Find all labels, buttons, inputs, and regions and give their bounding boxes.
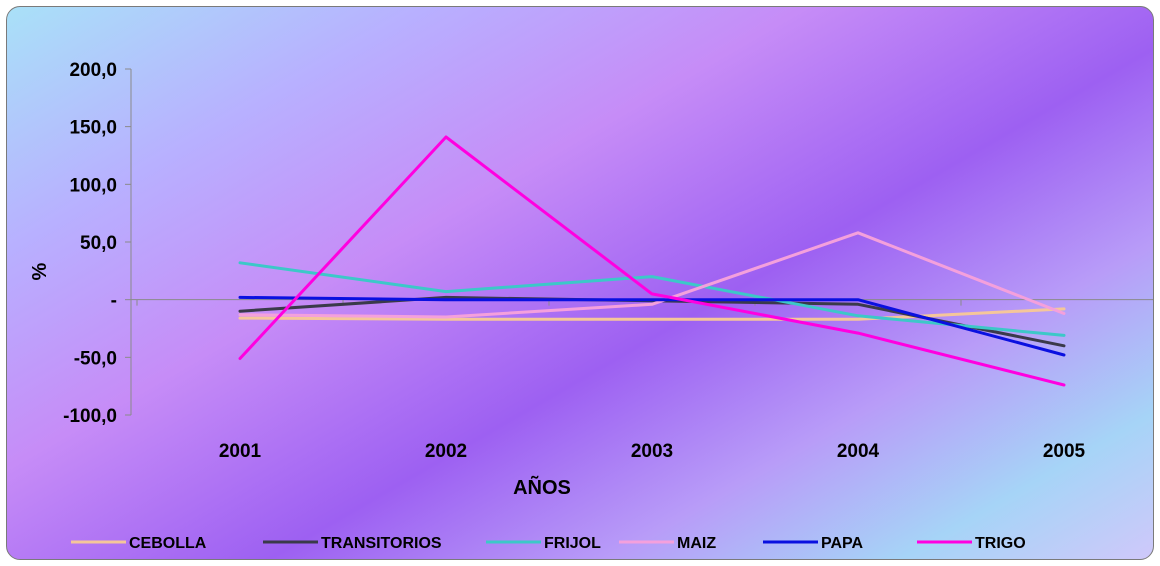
legend-label: PAPA (821, 535, 864, 552)
x-tick-label: 2005 (1043, 441, 1086, 462)
series-line-maiz (238, 231, 1066, 319)
series-line-papa (238, 295, 1066, 357)
x-axis-title: AÑOS (513, 476, 571, 499)
x-tick-label: 2003 (631, 441, 673, 462)
y-tick-label: 100,0 (69, 175, 117, 196)
legend-label: CEBOLLA (129, 535, 207, 552)
chart-frame: 200,0 150,0 100,0 50,0 - -50,0 -100,0 2001 2002 2… (6, 6, 1154, 560)
y-tick-label: 50,0 (80, 233, 117, 254)
legend-item-frijol: FRIJOL (486, 535, 601, 552)
legend-label: FRIJOL (544, 535, 601, 552)
x-tick-label: 2002 (425, 441, 467, 462)
legend-item-maiz: MAIZ (619, 535, 716, 552)
series-line-trigo (238, 135, 1066, 387)
x-tick-label: 2001 (219, 441, 262, 462)
y-tick-label: 200,0 (69, 60, 117, 81)
y-tick-label: 150,0 (69, 118, 117, 139)
legend: CEBOLLA TRANSITORIOS FRIJOL MAIZ PAPA TRIGO (71, 535, 1026, 552)
legend-label: TRIGO (975, 535, 1026, 552)
legend-item-transitorios: TRANSITORIOS (263, 535, 442, 552)
series-line-frijol (238, 261, 1066, 337)
legend-item-papa: PAPA (763, 535, 864, 552)
y-axis-title: % (29, 263, 51, 281)
y-tick-label: - (111, 291, 117, 312)
legend-item-cebolla: CEBOLLA (71, 535, 207, 552)
legend-label: MAIZ (677, 535, 716, 552)
y-tick-label: -100,0 (63, 406, 117, 427)
x-tick-label: 2004 (837, 441, 880, 462)
axis-labels: AÑOS % (29, 263, 571, 499)
legend-label: TRANSITORIOS (321, 535, 442, 552)
series-lines (238, 135, 1066, 387)
line-chart: 200,0 150,0 100,0 50,0 - -50,0 -100,0 2001 2002 2… (29, 60, 1153, 552)
axes: 200,0 150,0 100,0 50,0 - -50,0 -100,0 2001 2002 2… (63, 60, 1153, 462)
y-tick-label: -50,0 (74, 348, 117, 369)
series-line-cebolla (238, 307, 1066, 321)
legend-item-trigo: TRIGO (917, 535, 1026, 552)
